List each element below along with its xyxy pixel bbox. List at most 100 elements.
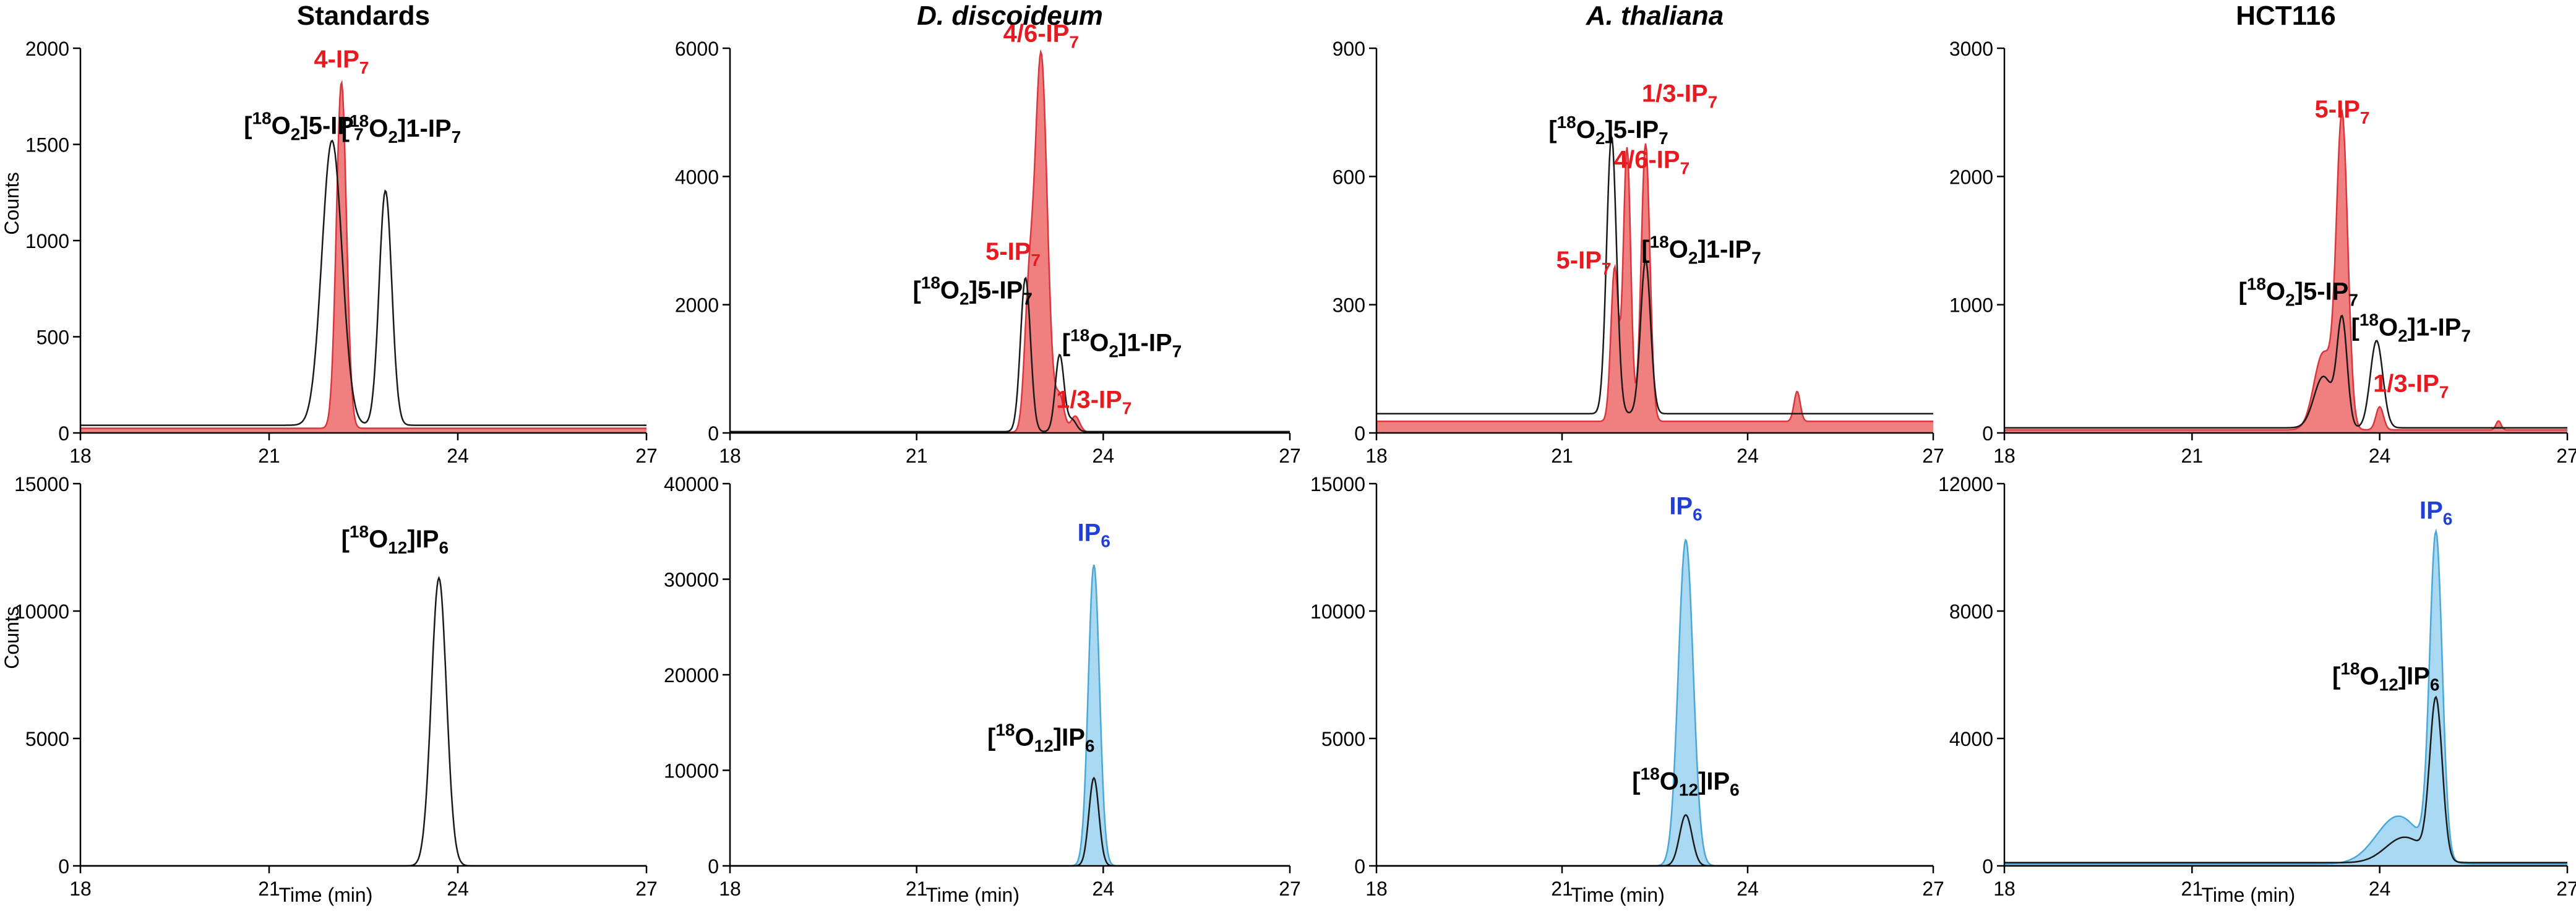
peak-label: 1/3-IP7 <box>1642 80 1717 111</box>
column-title: Standards <box>297 1 430 31</box>
y-tick-label: 300 <box>1333 294 1365 317</box>
y-tick-label: 0 <box>708 855 719 878</box>
series-standard-trace <box>2004 695 2567 864</box>
x-tick-label: 27 <box>1922 445 1944 467</box>
x-axis-title: Time (min) <box>2201 884 2295 906</box>
series-ip6-area <box>2004 531 2567 866</box>
peak-label: [18O2]1-IP7 <box>2351 310 2470 345</box>
y-tick-label: 900 <box>1333 38 1365 60</box>
x-tick-label: 27 <box>1279 878 1301 900</box>
chart-panel-6: 0 10000 20000 30000 40000 18 21 24 27 Time (min) I… <box>664 473 1301 906</box>
y-tick-label: 0 <box>58 855 69 878</box>
x-axis-title: Time (min) <box>925 884 1020 906</box>
x-tick-label: 21 <box>906 878 928 900</box>
y-tick-label: 0 <box>1354 422 1365 445</box>
peak-label: [18O2]5-IP7 <box>244 108 363 143</box>
peak-label: 1/3-IP7 <box>2373 370 2449 402</box>
peak-label: 4/6-IP7 <box>1003 20 1079 52</box>
y-tick-label: 12000 <box>1938 473 1993 495</box>
x-tick-label: 21 <box>1551 445 1573 467</box>
peak-label: [18O2]1-IP7 <box>341 111 461 147</box>
x-tick-label: 18 <box>719 445 741 467</box>
x-axis-title: Time (min) <box>279 884 373 906</box>
peak-label: [18O2]1-IP7 <box>1062 325 1182 361</box>
y-tick-label: 5000 <box>1321 728 1365 750</box>
x-tick-label: 21 <box>906 445 928 467</box>
series-ip6-trace <box>2004 528 2567 865</box>
x-tick-label: 18 <box>1993 878 2016 900</box>
y-tick-label: 0 <box>58 422 69 445</box>
x-tick-label: 18 <box>69 445 92 467</box>
y-tick-label: 0 <box>1354 855 1365 878</box>
chart-panel-1: Standards 0 500 1000 1500 2000 18 21 24 27 Counts 4… <box>1 1 658 467</box>
peak-label: IP6 <box>2419 497 2452 529</box>
y-tick-label: 15000 <box>1310 473 1365 495</box>
x-tick-label: 27 <box>635 878 658 900</box>
peak-label: 4/6-IP7 <box>1614 147 1689 178</box>
series-ip7-trace <box>80 80 646 429</box>
y-tick-label: 4000 <box>1949 728 1993 750</box>
y-tick-label: 0 <box>1982 422 1993 445</box>
series-ip7-area <box>2004 111 2567 434</box>
y-tick-label: 20000 <box>664 664 719 687</box>
peak-label: [18O2]5-IP7 <box>912 273 1032 308</box>
peak-label: [18O12]IP6 <box>987 720 1094 755</box>
peak-label: 5-IP7 <box>1556 247 1612 278</box>
peak-label: 5-IP7 <box>2315 96 2370 127</box>
x-tick-label: 24 <box>447 878 469 900</box>
peak-label: [18O12]IP6 <box>1632 764 1739 799</box>
y-tick-label: 2000 <box>1949 166 1993 188</box>
y-tick-label: 1500 <box>25 134 69 156</box>
series-ip6-area <box>1376 540 1933 866</box>
peak-label: 1/3-IP7 <box>1056 387 1131 418</box>
chart-panel-4: HCT116 0 1000 2000 3000 18 21 24 27 5-IP7 [18O2]5-… <box>1949 1 2576 467</box>
x-tick-label: 18 <box>1993 445 2016 467</box>
y-tick-label: 0 <box>1982 855 1993 878</box>
x-tick-label: 27 <box>2556 445 2576 467</box>
x-tick-label: 24 <box>1093 445 1115 467</box>
y-tick-label: 500 <box>36 327 69 349</box>
series-standard-trace <box>1376 814 1933 867</box>
peak-label: IP6 <box>1078 520 1110 551</box>
x-tick-label: 24 <box>1093 878 1115 900</box>
x-tick-label: 21 <box>2181 878 2204 900</box>
series-ip7-trace <box>2004 109 2567 431</box>
column-title: D. discoideum <box>917 1 1103 31</box>
y-tick-label: 15000 <box>14 473 69 495</box>
y-tick-label: 1000 <box>25 230 69 252</box>
x-tick-label: 24 <box>447 445 469 467</box>
y-tick-label: 600 <box>1333 166 1365 188</box>
peak-label: [18O12]IP6 <box>341 522 449 557</box>
y-tick-label: 10000 <box>664 760 719 782</box>
peak-label: [18O2]5-IP7 <box>2238 274 2358 309</box>
x-tick-label: 27 <box>1279 445 1301 467</box>
series-standard-trace <box>2004 314 2567 429</box>
y-tick-label: 8000 <box>1949 601 1993 623</box>
series-standard-trace <box>730 276 1290 433</box>
column-title: A. thaliana <box>1586 1 1724 31</box>
x-tick-label: 27 <box>635 445 658 467</box>
series-ip6-trace <box>1376 538 1933 867</box>
x-tick-label: 18 <box>69 878 92 900</box>
series-standard-trace <box>730 776 1290 867</box>
series-ip6-trace <box>730 565 1290 867</box>
x-tick-label: 24 <box>2369 878 2391 900</box>
peak-label: 5-IP7 <box>985 238 1041 270</box>
peak-label: 4-IP7 <box>314 46 369 77</box>
x-tick-label: 21 <box>258 878 280 900</box>
y-tick-label: 40000 <box>664 473 719 495</box>
x-tick-label: 18 <box>1365 445 1388 467</box>
peak-label: IP6 <box>1669 492 1702 524</box>
y-tick-label: 6000 <box>675 38 719 60</box>
peak-label: [18O2]5-IP7 <box>1548 113 1668 148</box>
y-tick-label: 0 <box>708 422 719 445</box>
x-tick-label: 21 <box>2181 445 2204 467</box>
column-title: HCT116 <box>2236 1 2335 31</box>
y-tick-label: 10000 <box>14 601 69 623</box>
y-tick-label: 2000 <box>675 294 719 317</box>
y-tick-label: 4000 <box>675 166 719 188</box>
y-tick-label: 10000 <box>1310 601 1365 623</box>
series-standard-trace <box>80 139 646 426</box>
